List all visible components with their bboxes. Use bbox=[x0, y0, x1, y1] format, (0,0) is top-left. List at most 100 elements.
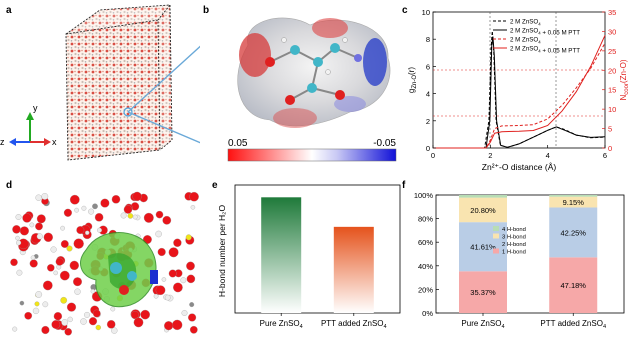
d-molecule-atom bbox=[127, 271, 137, 281]
box-molecules bbox=[66, 5, 172, 160]
d-sulfate-blue bbox=[150, 270, 158, 284]
f-ytick: 20% bbox=[418, 285, 433, 294]
d-atom bbox=[188, 313, 197, 322]
c-ytick-right: 35 bbox=[608, 8, 616, 17]
d-atom bbox=[60, 240, 69, 248]
c-series-1 bbox=[433, 36, 606, 149]
f-segment-label: 35.37% bbox=[470, 288, 496, 297]
d-atom bbox=[15, 235, 20, 241]
d-atom bbox=[47, 264, 55, 272]
d-atom bbox=[106, 320, 116, 329]
d-atom bbox=[61, 319, 69, 326]
d-atom bbox=[29, 222, 35, 228]
d-atom bbox=[41, 193, 49, 200]
d-atom bbox=[155, 230, 162, 238]
c-ytick-left: 2 bbox=[426, 117, 430, 126]
f-legend-swatch bbox=[493, 233, 499, 239]
d-atom bbox=[19, 300, 25, 306]
d-atom bbox=[180, 277, 187, 284]
c-x-ticks: 0 2 4 6 bbox=[431, 145, 607, 160]
panel-letter-a: a bbox=[6, 5, 12, 16]
d-atom bbox=[168, 247, 179, 258]
c-ytick-right: 25 bbox=[608, 47, 616, 56]
d-atom bbox=[16, 269, 23, 276]
d-atom bbox=[95, 324, 101, 331]
d-atom bbox=[66, 302, 77, 312]
d-atom bbox=[162, 215, 172, 225]
e-xlabel-1: PTT added ZnSO4 bbox=[321, 319, 387, 330]
c-ylabel-right: Ncoor(Zn-O) bbox=[619, 59, 630, 100]
d-atom bbox=[92, 203, 98, 210]
axis-x-label: x bbox=[52, 137, 57, 147]
d-atom bbox=[35, 194, 42, 201]
f-segment bbox=[549, 195, 598, 197]
f-xlabel-1: PTT added ZnSO4 bbox=[540, 319, 606, 330]
axis-y-label: y bbox=[33, 103, 38, 113]
c-xlabel: Zn²⁺-O distance (Å) bbox=[482, 162, 557, 172]
f-legend-label: 4 H-bond bbox=[502, 227, 526, 233]
f-ytick: 0% bbox=[422, 309, 433, 318]
e-xlabel-0: Pure ZnSO4 bbox=[260, 319, 303, 330]
d-atom bbox=[36, 233, 43, 240]
c-ytick-left: 8 bbox=[426, 35, 430, 44]
d-atom bbox=[36, 214, 46, 224]
d-atom bbox=[140, 309, 150, 320]
d-atom bbox=[153, 293, 159, 299]
f-ytick: 40% bbox=[418, 262, 433, 271]
d-atom bbox=[186, 274, 196, 284]
d-atom bbox=[53, 312, 63, 321]
d-atom bbox=[110, 306, 116, 312]
d-atom bbox=[131, 310, 139, 319]
panel-e-chart: Pure ZnSO4 PTT added ZnSO4 H-bond number … bbox=[217, 184, 401, 330]
d-atom bbox=[157, 247, 166, 257]
d-atom bbox=[42, 301, 49, 308]
c-xtick: 2 bbox=[488, 151, 492, 160]
e-bars bbox=[261, 197, 374, 313]
e-bar-1 bbox=[333, 226, 374, 313]
c-y-ticks-right: 0 5 10 15 20 25 30 35 bbox=[602, 8, 616, 153]
d-atom bbox=[132, 214, 138, 220]
c-ylabel-left: gZn-O(r) bbox=[407, 67, 418, 93]
d-atom bbox=[181, 310, 188, 316]
d-atom bbox=[74, 288, 81, 295]
c-ytick-right: 15 bbox=[608, 86, 616, 95]
f-bars: 35.37% 41.61% 20.80% 47.18% 42.25% 9.15% bbox=[459, 195, 598, 313]
d-atom bbox=[127, 213, 134, 219]
d-atom bbox=[35, 291, 43, 298]
d-atom bbox=[111, 195, 121, 204]
d-atom bbox=[12, 225, 21, 234]
d-molecule-atom bbox=[119, 285, 129, 295]
f-legend-label: 2 H-bond bbox=[502, 242, 526, 248]
esp-scale-max: -0.05 bbox=[373, 138, 396, 149]
d-atom bbox=[51, 320, 61, 329]
d-atom bbox=[69, 260, 79, 271]
d-atom bbox=[81, 205, 87, 211]
c-xtick: 0 bbox=[431, 151, 435, 160]
f-segment bbox=[459, 197, 507, 223]
f-segment-label: 9.15% bbox=[563, 198, 585, 207]
d-atom bbox=[50, 246, 57, 253]
e-bar-0 bbox=[261, 197, 302, 313]
d-atom bbox=[164, 294, 171, 301]
c-ytick-left: 6 bbox=[426, 62, 430, 71]
f-x-labels: Pure ZnSO4 PTT added ZnSO4 bbox=[461, 313, 606, 330]
panel-f-chart: 35.37% 41.61% 20.80% 47.18% 42.25% 9.15% 0% 20… bbox=[414, 191, 625, 330]
d-atom bbox=[123, 205, 133, 214]
axis-triad: y z x bbox=[0, 103, 57, 147]
f-segment bbox=[549, 207, 598, 258]
d-atom bbox=[185, 234, 192, 241]
c-ytick-right: 30 bbox=[608, 27, 616, 36]
d-atom bbox=[12, 326, 18, 332]
d-atom bbox=[143, 212, 154, 223]
zoom-line-bottom bbox=[127, 111, 200, 144]
d-atom bbox=[16, 240, 22, 246]
d-atom bbox=[34, 301, 40, 307]
d-atom bbox=[97, 227, 102, 233]
esp-color-scale bbox=[227, 148, 397, 162]
f-segment bbox=[549, 196, 598, 208]
e-plot-frame bbox=[234, 184, 401, 314]
d-atom bbox=[76, 226, 85, 235]
d-atom bbox=[63, 208, 72, 217]
